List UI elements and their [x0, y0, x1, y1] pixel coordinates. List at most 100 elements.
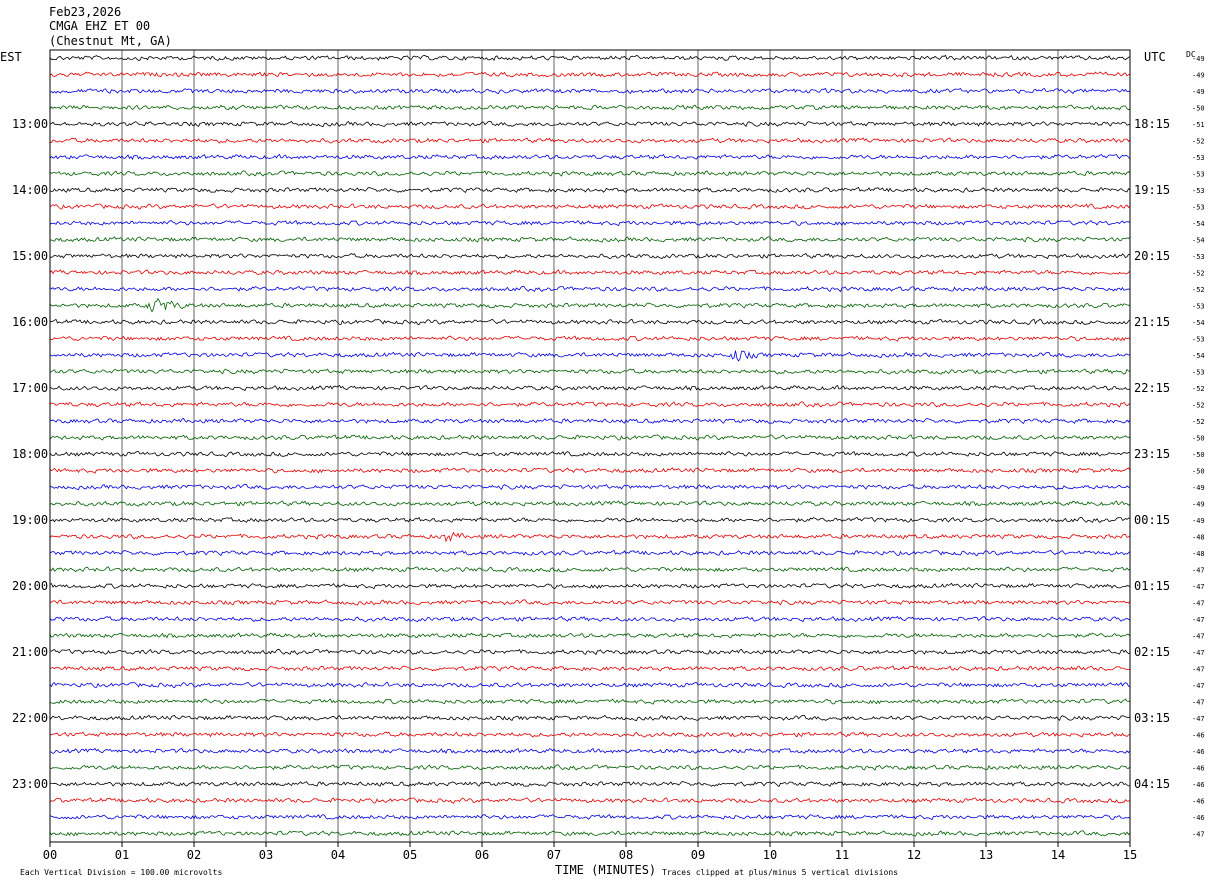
trace-line — [49, 170, 1131, 177]
station-location: (Chestnut Mt, GA) — [49, 34, 172, 48]
x-tick-label: 10 — [763, 848, 777, 862]
left-hour-label: 18:00 — [12, 447, 48, 461]
x-tick-label: 02 — [187, 848, 201, 862]
dc-offset-label: -53 — [1192, 204, 1205, 212]
x-tick-label: 03 — [259, 848, 273, 862]
dc-offset-label: -47 — [1192, 567, 1205, 575]
dc-offset-label: -52 — [1192, 138, 1205, 146]
right-hour-label: 22:15 — [1134, 381, 1170, 395]
trace-line — [49, 285, 1131, 293]
x-tick-label: 09 — [691, 848, 705, 862]
left-hour-label: 22:00 — [12, 711, 48, 725]
right-hour-label: 20:15 — [1134, 249, 1170, 263]
trace-line — [49, 747, 1131, 754]
right-hour-label: 04:15 — [1134, 777, 1170, 791]
right-hour-label: 19:15 — [1134, 183, 1170, 197]
trace-line — [49, 297, 1131, 313]
trace-line — [49, 549, 1131, 557]
trace-line — [49, 797, 1131, 804]
trace-line — [49, 220, 1131, 227]
trace-line — [49, 781, 1131, 788]
dc-offset-label: -49 — [1192, 484, 1205, 492]
plot-date: Feb23,2026 — [49, 5, 122, 19]
dc-offset-label: -46 — [1192, 765, 1205, 773]
dc-offset-label: -51 — [1192, 121, 1205, 129]
trace-line — [50, 665, 1131, 672]
dc-offset-label: -53 — [1192, 187, 1205, 195]
dc-offset-label: -53 — [1192, 253, 1205, 261]
dc-offset-label: -49 — [1192, 501, 1205, 509]
right-hour-label: 21:15 — [1134, 315, 1170, 329]
x-tick-label: 06 — [475, 848, 489, 862]
trace-line — [49, 830, 1131, 837]
dc-offset-label: -46 — [1192, 814, 1205, 822]
dc-label: DC — [1186, 50, 1196, 59]
left-hour-label: 21:00 — [12, 645, 48, 659]
left-hour-label: 23:00 — [12, 777, 48, 791]
x-tick-label: 14 — [1051, 848, 1065, 862]
dc-offset-label: -50 — [1192, 105, 1205, 113]
trace-line — [49, 434, 1131, 441]
dc-offset-label: -48 — [1192, 550, 1205, 558]
trace-line — [49, 615, 1131, 623]
dc-offset-label: -47 — [1192, 616, 1205, 624]
axes: EST UTC DC TIME (MINUTES) Each Vertical … — [0, 49, 1196, 877]
dc-offset-label: -52 — [1192, 385, 1205, 393]
dc-offset-label: -49 — [1192, 88, 1205, 96]
x-tick-label: 07 — [547, 848, 561, 862]
trace-line — [49, 632, 1131, 639]
trace-line — [49, 350, 1131, 362]
trace-line — [49, 87, 1130, 95]
x-tick-label: 13 — [979, 848, 993, 862]
x-tick-label: 00 — [43, 848, 57, 862]
trace-line — [49, 566, 1131, 573]
dc-offset-label: -46 — [1192, 798, 1205, 806]
trace-line — [49, 401, 1131, 408]
trace-line — [49, 236, 1131, 243]
dc-offset-label: -53 — [1192, 303, 1205, 311]
trace-line — [49, 54, 1131, 61]
trace-line — [49, 137, 1131, 144]
station-code: CMGA EHZ ET 00 — [49, 19, 151, 33]
trace-line — [49, 104, 1131, 111]
x-tick-label: 01 — [115, 848, 129, 862]
trace-line — [49, 764, 1131, 771]
trace-line — [49, 698, 1131, 705]
right-hour-label: 01:15 — [1134, 579, 1170, 593]
trace-line — [49, 731, 1131, 738]
dc-offset-label: -47 — [1192, 715, 1205, 723]
dc-offset-label: -53 — [1192, 369, 1205, 377]
dc-offset-label: -53 — [1192, 336, 1205, 344]
dc-offset-label: -48 — [1192, 534, 1205, 542]
dc-offset-label: -47 — [1192, 682, 1205, 690]
dc-offset-label: -52 — [1192, 402, 1205, 410]
x-tick-label: 11 — [835, 848, 849, 862]
dc-offset-label: -47 — [1192, 583, 1205, 591]
left-hour-label: 17:00 — [12, 381, 48, 395]
dc-offset-label: -46 — [1192, 732, 1205, 740]
left-hour-label: 16:00 — [12, 315, 48, 329]
trace-line — [49, 384, 1131, 392]
axis-labels: 00 01 02 03 04 05 06 07 08 09 10 11 12 13 14 15 -49 -49 -4… — [12, 55, 1205, 862]
seismic-traces — [49, 54, 1131, 837]
dc-offset-label: -47 — [1192, 831, 1205, 839]
trace-line — [49, 120, 1131, 128]
dc-offset-label: -46 — [1192, 781, 1205, 789]
dc-offset-label: -54 — [1192, 220, 1205, 228]
trace-line — [49, 814, 1131, 821]
trace-line — [49, 417, 1131, 424]
minute-gridlines — [49, 50, 1131, 847]
trace-line — [49, 531, 1131, 543]
trace-line — [49, 467, 1131, 474]
dc-offset-label: -52 — [1192, 418, 1205, 426]
dc-offset-label: -49 — [1192, 517, 1205, 525]
dc-offset-label: -47 — [1192, 649, 1205, 657]
dc-offset-label: -52 — [1192, 270, 1205, 278]
dc-offset-label: -52 — [1192, 286, 1205, 294]
dc-offset-label: -49 — [1192, 55, 1205, 63]
x-axis-title: TIME (MINUTES) — [555, 863, 656, 877]
trace-line — [49, 500, 1131, 507]
dc-offset-label: -50 — [1192, 451, 1205, 459]
trace-line — [49, 203, 1131, 210]
